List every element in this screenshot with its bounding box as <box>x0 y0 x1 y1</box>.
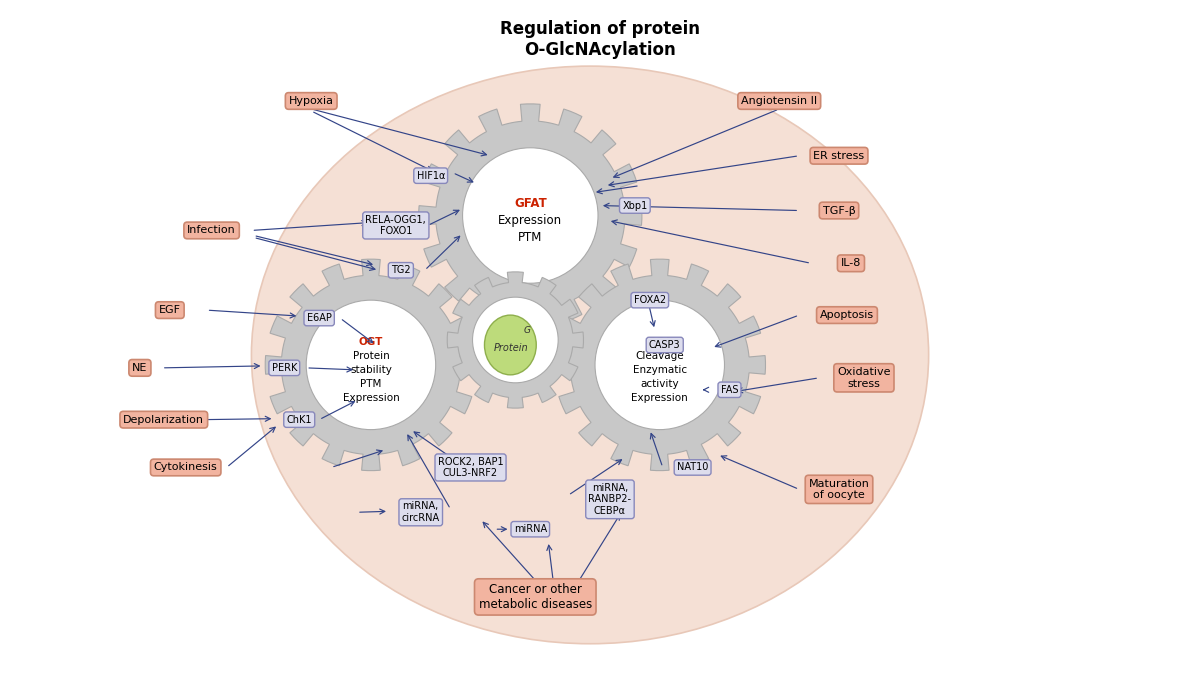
Text: NAT10: NAT10 <box>677 462 708 472</box>
Circle shape <box>462 148 598 284</box>
Text: miRNA,
RANBP2-
CEBPα: miRNA, RANBP2- CEBPα <box>588 483 631 516</box>
Ellipse shape <box>252 66 929 644</box>
Text: TGF-β: TGF-β <box>823 205 856 215</box>
Polygon shape <box>265 259 476 470</box>
Text: Enzymatic: Enzymatic <box>632 365 686 375</box>
Text: FOXA2: FOXA2 <box>634 295 666 305</box>
Text: FAS: FAS <box>721 385 738 395</box>
Text: OGA: OGA <box>647 337 672 347</box>
Text: OGT: OGT <box>359 337 383 347</box>
Text: Angiotensin II: Angiotensin II <box>742 96 817 106</box>
Text: Oxidative
stress: Oxidative stress <box>838 367 890 389</box>
Text: Hypoxia: Hypoxia <box>289 96 334 106</box>
Circle shape <box>306 300 436 429</box>
Text: ChK1: ChK1 <box>287 414 312 425</box>
Polygon shape <box>554 259 766 470</box>
Circle shape <box>595 300 725 429</box>
Text: NE: NE <box>132 363 148 373</box>
Polygon shape <box>419 104 642 327</box>
Text: miRNA: miRNA <box>514 524 547 534</box>
Ellipse shape <box>485 315 536 375</box>
Text: PERK: PERK <box>271 363 296 373</box>
Text: stability: stability <box>350 365 392 375</box>
Text: Infection: Infection <box>187 225 236 236</box>
Text: ER stress: ER stress <box>814 151 864 161</box>
Text: ROCK2, BAP1
CUL3-NRF2: ROCK2, BAP1 CUL3-NRF2 <box>438 457 503 479</box>
Text: GFAT: GFAT <box>514 197 547 210</box>
Text: PTM: PTM <box>360 379 382 389</box>
Text: IL-8: IL-8 <box>841 259 862 268</box>
Text: CASP3: CASP3 <box>649 340 680 350</box>
Text: G: G <box>524 325 530 335</box>
Text: Maturation
of oocyte: Maturation of oocyte <box>809 479 870 500</box>
Text: Depolarization: Depolarization <box>124 414 204 425</box>
Text: TG2: TG2 <box>391 265 410 275</box>
Text: E6AP: E6AP <box>307 313 331 323</box>
Text: Regulation of protein
O-GlcNAcylation: Regulation of protein O-GlcNAcylation <box>500 20 700 59</box>
Circle shape <box>473 297 558 383</box>
Text: Cleavage: Cleavage <box>636 351 684 361</box>
Text: Cancer or other
metabolic diseases: Cancer or other metabolic diseases <box>479 583 592 611</box>
Text: RELA-OGG1,
FOXO1: RELA-OGG1, FOXO1 <box>366 215 426 236</box>
Text: Expression: Expression <box>498 214 563 227</box>
Text: miRNA,
circRNA: miRNA, circRNA <box>402 502 440 523</box>
Text: Apoptosis: Apoptosis <box>820 310 874 320</box>
Text: PTM: PTM <box>518 231 542 244</box>
Text: Protein: Protein <box>353 351 389 361</box>
Polygon shape <box>448 272 583 408</box>
Text: Xbp1: Xbp1 <box>623 200 648 211</box>
Text: Cytokinesis: Cytokinesis <box>154 462 217 472</box>
Text: Expression: Expression <box>342 393 400 403</box>
Text: EGF: EGF <box>158 305 181 315</box>
Text: Protein: Protein <box>494 343 529 353</box>
Text: HIF1α: HIF1α <box>416 171 445 181</box>
Text: activity: activity <box>641 379 679 389</box>
Text: Expression: Expression <box>631 393 688 403</box>
